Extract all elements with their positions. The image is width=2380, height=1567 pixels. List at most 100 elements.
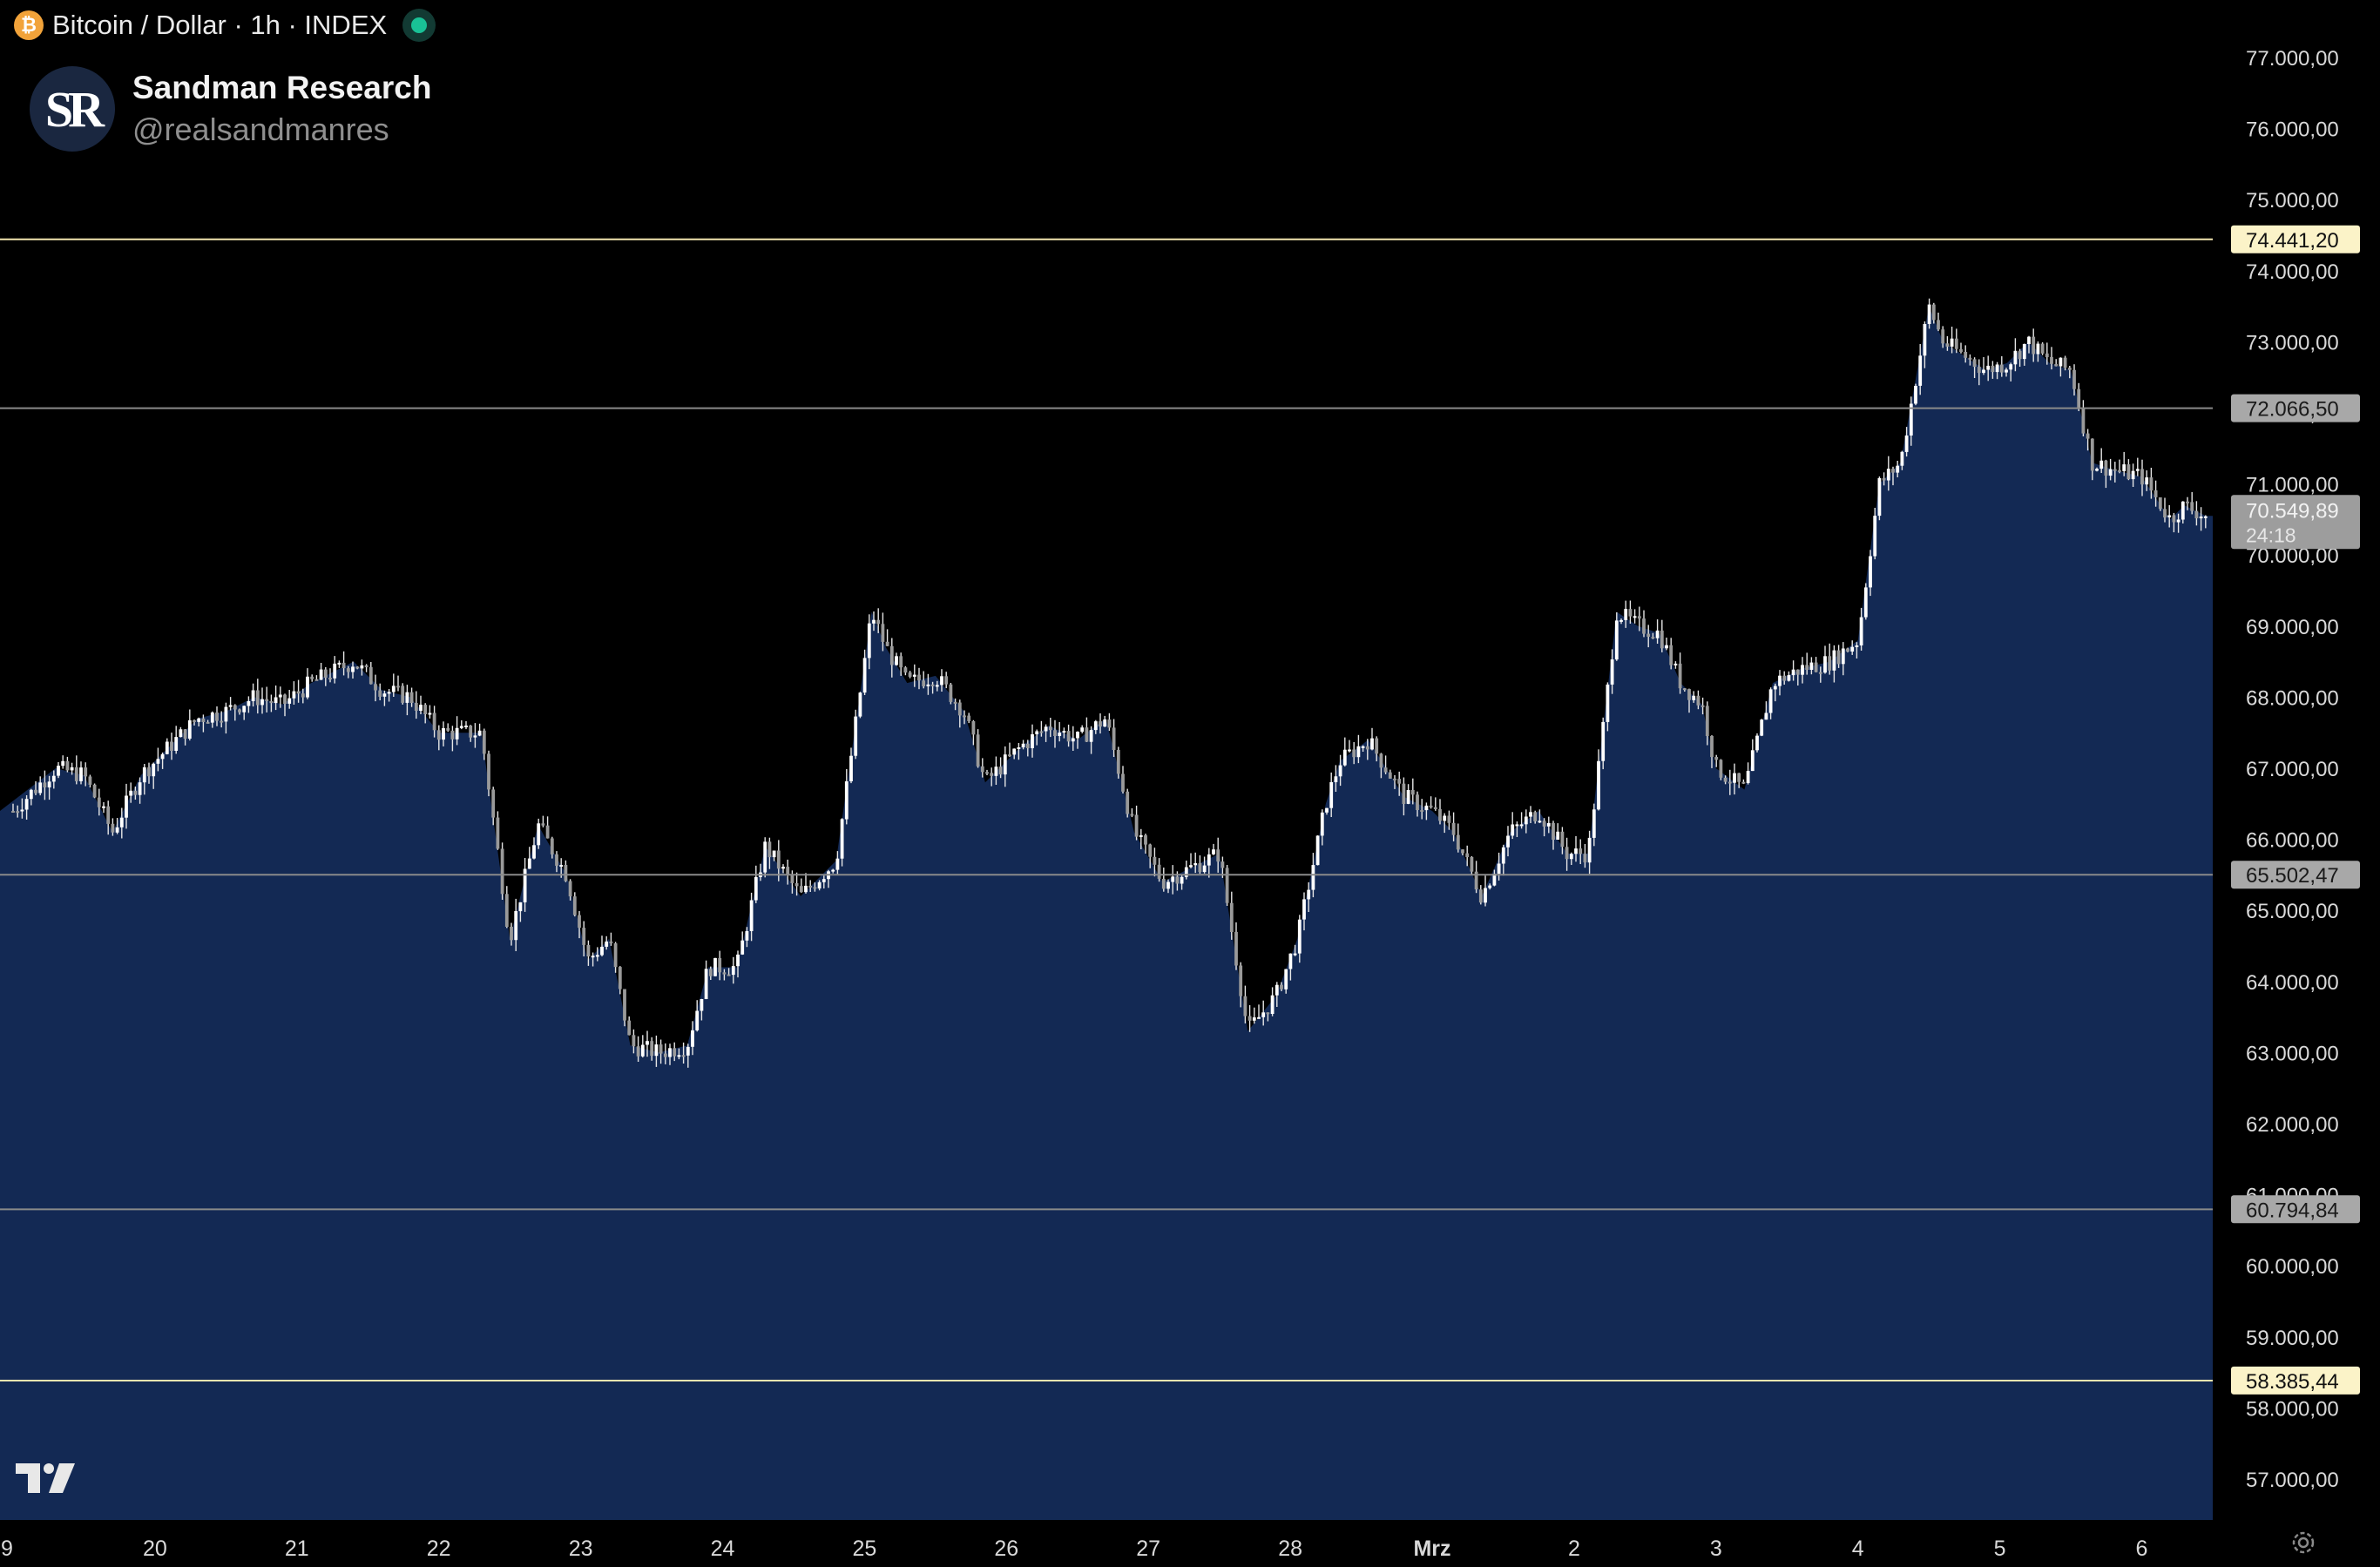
candle-body xyxy=(323,669,328,679)
candle-body xyxy=(2077,388,2081,409)
candle-body xyxy=(990,773,994,776)
candle-body xyxy=(238,709,241,713)
candle-body xyxy=(1257,1017,1261,1019)
candle-body xyxy=(1964,352,1968,358)
candle-body xyxy=(2122,464,2126,471)
candle-body xyxy=(287,698,292,704)
candle-body xyxy=(1171,876,1175,882)
candle-body xyxy=(2113,469,2117,471)
candle-body xyxy=(1103,719,1107,727)
candle-body xyxy=(862,658,867,693)
candle-body xyxy=(650,1041,654,1057)
candle-body xyxy=(1329,782,1334,808)
candle-body xyxy=(1818,672,1822,674)
candle-body xyxy=(1646,633,1651,637)
candle-body xyxy=(586,944,591,956)
candle-body xyxy=(985,772,989,774)
candle-body xyxy=(559,865,564,867)
candle-body xyxy=(1977,367,1981,374)
candle-body xyxy=(165,741,169,754)
candle-body xyxy=(2140,469,2144,485)
candle-body xyxy=(97,797,101,807)
candle-body xyxy=(944,676,949,685)
candle-body xyxy=(1193,863,1198,866)
candle-body xyxy=(2045,353,2049,357)
candle-body xyxy=(1610,659,1614,685)
candle-body xyxy=(2176,519,2181,523)
candle-body xyxy=(1008,754,1011,757)
author-handle: @realsandmanres xyxy=(132,111,389,147)
candle-body xyxy=(401,686,405,703)
time-axis-panel xyxy=(0,1520,2380,1567)
candle-body xyxy=(1700,705,1705,707)
candle-body xyxy=(247,701,251,706)
candle-body xyxy=(1478,889,1483,903)
candle-body xyxy=(2158,497,2162,510)
time-axis-label: 19 xyxy=(0,1537,13,1561)
candle-body xyxy=(374,684,377,691)
price-tag-label: 72.066,50 xyxy=(2246,398,2339,422)
candle-body xyxy=(609,941,613,943)
candle-body xyxy=(523,868,527,902)
candle-body xyxy=(1914,386,1917,404)
candle-body xyxy=(233,705,237,710)
candle-body xyxy=(292,691,296,699)
time-axis-label: 24 xyxy=(711,1537,735,1561)
tradingview-logo-icon[interactable] xyxy=(16,1463,75,1497)
price-area xyxy=(0,306,2213,1521)
candle-body xyxy=(518,902,523,912)
candle-body xyxy=(1574,848,1578,854)
candle-body xyxy=(183,729,187,739)
candle-body xyxy=(1247,1016,1252,1021)
candle-body xyxy=(1832,650,1836,671)
candle-body xyxy=(436,730,441,740)
candle-body xyxy=(564,865,568,881)
candle-body xyxy=(1552,822,1555,840)
candle-body xyxy=(1080,727,1085,732)
candle-body xyxy=(391,686,396,692)
candle-body xyxy=(1927,304,1931,324)
candle-body xyxy=(754,876,758,901)
candle-body xyxy=(283,694,287,704)
price-tag xyxy=(2231,861,2360,889)
time-axis-label: Mrz xyxy=(1413,1537,1450,1561)
candle-body xyxy=(1058,733,1062,736)
candle-body xyxy=(1107,719,1112,728)
price-axis-label: 73.000,00 xyxy=(2246,331,2339,355)
candle-body xyxy=(1628,609,1633,617)
candle-body xyxy=(1614,620,1619,660)
candle-body xyxy=(1402,783,1406,804)
market-open-dot-icon xyxy=(402,9,436,42)
candle-body xyxy=(1896,465,1900,473)
candle-body xyxy=(1039,731,1044,733)
candle-body xyxy=(1202,865,1207,873)
candle-body xyxy=(1003,754,1007,775)
candle-body xyxy=(1220,861,1225,868)
candle-body xyxy=(1062,731,1066,733)
symbol-header[interactable]: ₿ Bitcoin / Dollar · 1h · INDEX xyxy=(14,9,436,42)
candle-body xyxy=(1393,778,1396,780)
price-axis-label: 75.000,00 xyxy=(2246,189,2339,213)
time-axis-label: 3 xyxy=(1710,1537,1722,1561)
candle-body xyxy=(1365,746,1369,750)
candle-body xyxy=(1315,835,1320,866)
gear-icon[interactable] xyxy=(2289,1529,2317,1561)
candle-body xyxy=(1451,822,1456,835)
candle-body xyxy=(1601,721,1606,761)
candle-body xyxy=(1696,695,1700,706)
candle-body xyxy=(1456,834,1460,850)
candle-body xyxy=(1723,777,1728,782)
candle-body xyxy=(957,702,962,716)
candle-body xyxy=(147,767,151,777)
candle-body xyxy=(1180,876,1184,884)
candle-body xyxy=(156,759,160,764)
candle-body xyxy=(1999,364,2004,373)
candle-body xyxy=(88,776,92,785)
candle-body xyxy=(922,680,926,686)
candle-body xyxy=(794,883,799,887)
candle-body xyxy=(102,806,105,808)
candle-body xyxy=(1148,844,1153,857)
candle-body xyxy=(1153,856,1157,865)
price-tag xyxy=(2231,1366,2360,1395)
